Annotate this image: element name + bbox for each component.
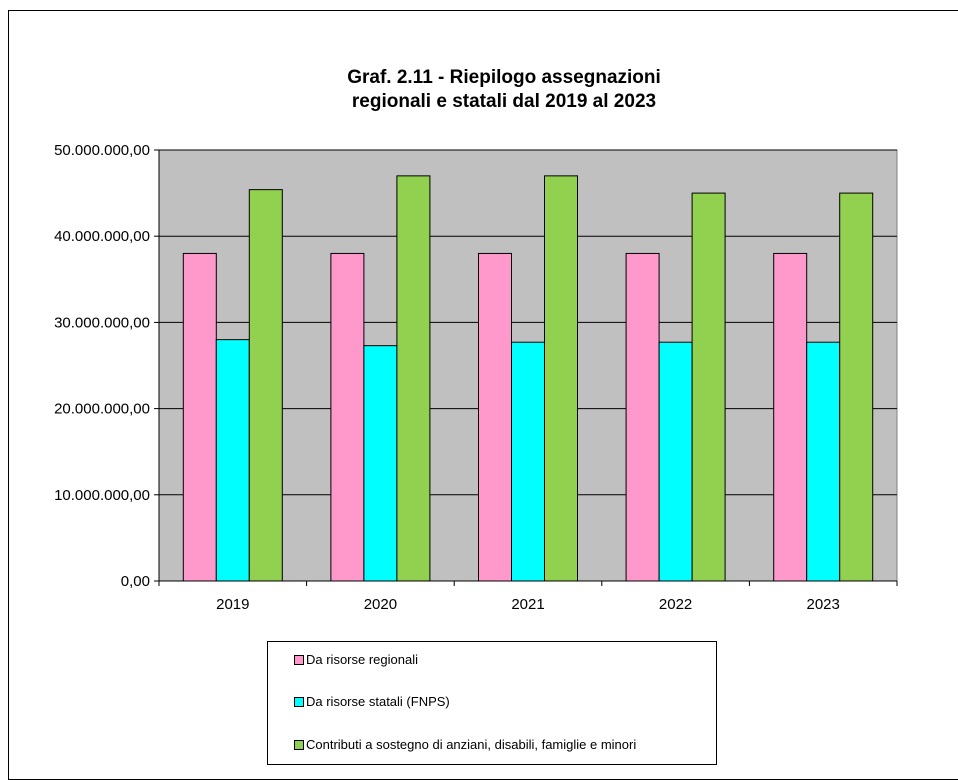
legend-item-statali: Da risorse statali (FNPS) [294,694,450,709]
x-tick-label: 2021 [511,596,544,613]
legend-swatch-statali [294,696,304,707]
legend: Da risorse regionali Da risorse statali … [267,641,717,765]
y-tick-label: 40.000.000,00 [54,228,150,245]
chart-title: Graf. 2.11 - Riepilogo assegnazioni regi… [347,67,661,112]
bar-2021-series-1 [511,341,545,582]
bar-2023-series-0 [773,252,808,582]
bar-2023-series-2 [839,192,874,582]
x-tick-label: 2019 [216,596,249,613]
chart-frame: Graf. 2.11 - Riepilogo assegnazioni regi… [8,10,958,780]
bar-2020-series-0 [330,252,365,582]
bar-2021-series-0 [478,252,512,582]
bar-2022-series-0 [625,252,660,582]
legend-label-contributi: Contributi a sostegno di anziani, disabi… [306,737,637,752]
x-tick-label: 2022 [659,596,692,613]
bar-2022-series-2 [691,192,726,582]
bar-2022-series-1 [658,341,693,582]
legend-item-regionali: Da risorse regionali [294,652,418,667]
y-tick-label: 30.000.000,00 [54,314,150,331]
bar-2021-series-2 [544,175,578,582]
y-tick-label: 50.000.000,00 [54,142,150,159]
y-tick-label: 20.000.000,00 [54,401,150,418]
bar-2020-series-2 [396,175,431,582]
bar-2019-series-0 [182,252,217,582]
legend-label-regionali: Da risorse regionali [306,652,418,667]
y-tick-label: 10.000.000,00 [54,487,150,504]
legend-swatch-regionali [294,654,304,665]
bar-2019-series-2 [248,189,283,582]
bar-2019-series-1 [215,339,250,582]
legend-item-contributi: Contributi a sostegno di anziani, disabi… [294,737,636,752]
bar-2020-series-1 [363,345,398,582]
legend-swatch-contributi [294,739,304,750]
bar-2023-series-1 [806,341,841,582]
x-tick-label: 2020 [364,596,397,613]
x-tick-label: 2023 [807,596,840,613]
chart-plot: 0,00 10.000.000,00 20.000.000,00 30.000.000… [54,142,898,613]
legend-label-statali: Da risorse statali (FNPS) [306,694,450,709]
y-tick-label: 0,00 [121,573,150,590]
